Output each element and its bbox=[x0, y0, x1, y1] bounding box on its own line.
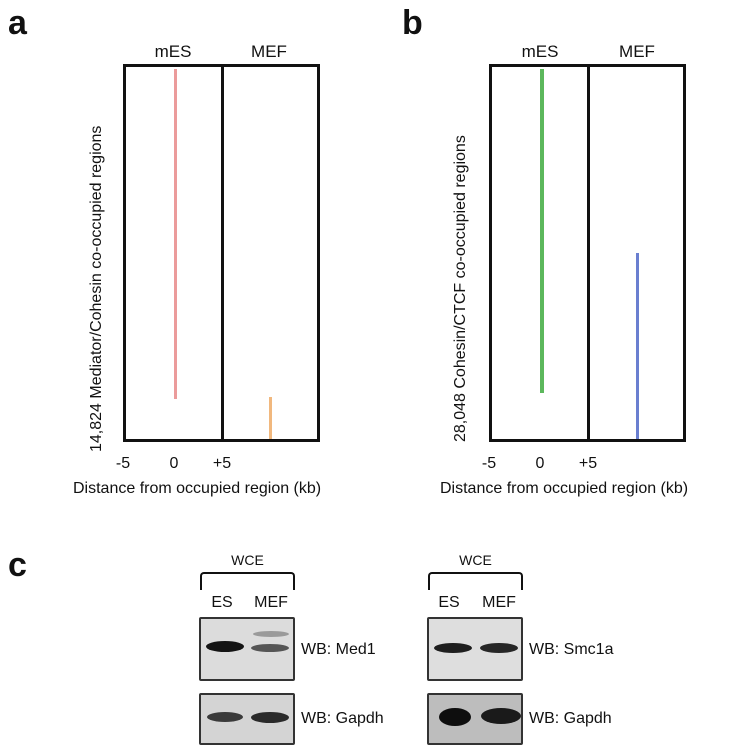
panel-b-divider bbox=[587, 67, 590, 439]
panel-a-ylabel: 14,824 Mediator/Cohesin co-occupied regi… bbox=[88, 125, 105, 452]
band-mef-gapdh bbox=[251, 712, 289, 723]
panel-b-mef-header: MEF bbox=[619, 42, 655, 61]
panel-c-left-wce-label: WCE bbox=[231, 552, 264, 568]
panel-a-mes-signal bbox=[174, 69, 177, 399]
panel-c-right-blot-gapdh bbox=[427, 693, 523, 745]
panel-c-left-lane-mef: MEF bbox=[254, 594, 288, 611]
panel-b-tick-minus5: -5 bbox=[481, 455, 497, 472]
panel-a-divider bbox=[221, 67, 224, 439]
panel-a-tick-minus5: -5 bbox=[115, 455, 131, 472]
panel-c-left-blot-gapdh bbox=[199, 693, 295, 745]
panel-b-mef-signal bbox=[636, 253, 639, 439]
panel-a-xlabel: Distance from occupied region (kb) bbox=[73, 480, 322, 497]
panel-c-right-wce-label: WCE bbox=[459, 552, 492, 568]
panel-c-left-wb-med1-label: WB: Med1 bbox=[301, 641, 376, 658]
panel-c-right-lane-es: ES bbox=[438, 594, 460, 611]
panel-b-letter: b bbox=[402, 4, 423, 42]
panel-b-heatmap-frame bbox=[489, 64, 686, 442]
panel-b-xlabel: Distance from occupied region (kb) bbox=[440, 480, 689, 497]
panel-c-left-bracket bbox=[200, 572, 295, 590]
panel-a-heatmap-frame bbox=[123, 64, 320, 442]
panel-b-tick-plus5: +5 bbox=[578, 455, 598, 472]
band-es-gapdh-right bbox=[439, 708, 471, 726]
panel-c-right-lane-mef: MEF bbox=[482, 594, 516, 611]
band-mef-gapdh-right bbox=[481, 708, 521, 724]
band-mef-smc1a bbox=[480, 643, 518, 653]
panel-b-mes-signal bbox=[540, 69, 544, 393]
panel-a-tick-plus5: +5 bbox=[212, 455, 232, 472]
panel-c-left-lane-es: ES bbox=[211, 594, 233, 611]
panel-b-tick-0: 0 bbox=[535, 455, 545, 472]
band-es-gapdh bbox=[207, 712, 243, 722]
panel-a-mes-header: mES bbox=[154, 42, 192, 61]
band-es-smc1a bbox=[434, 643, 472, 653]
band-mef-med1-faint bbox=[253, 631, 289, 637]
band-es-med1 bbox=[206, 641, 244, 652]
panel-c-letter: c bbox=[8, 546, 27, 584]
band-mef-med1 bbox=[251, 644, 289, 652]
panel-b-ylabel: 28,048 Cohesin/CTCF co-occupied regions bbox=[452, 135, 469, 442]
panel-c-right-bracket bbox=[428, 572, 523, 590]
panel-c-right-wb-gapdh-label: WB: Gapdh bbox=[529, 710, 612, 727]
panel-a-letter: a bbox=[8, 4, 27, 42]
panel-a-tick-0: 0 bbox=[169, 455, 179, 472]
panel-c-right-wb-smc1a-label: WB: Smc1a bbox=[529, 641, 614, 658]
panel-c-left-wb-gapdh-label: WB: Gapdh bbox=[301, 710, 384, 727]
panel-c-left-blot-med1 bbox=[199, 617, 295, 681]
panel-c-right-blot-smc1a bbox=[427, 617, 523, 681]
panel-a-mef-header: MEF bbox=[251, 42, 287, 61]
panel-b-mes-header: mES bbox=[521, 42, 559, 61]
panel-a-mef-signal bbox=[269, 397, 272, 439]
